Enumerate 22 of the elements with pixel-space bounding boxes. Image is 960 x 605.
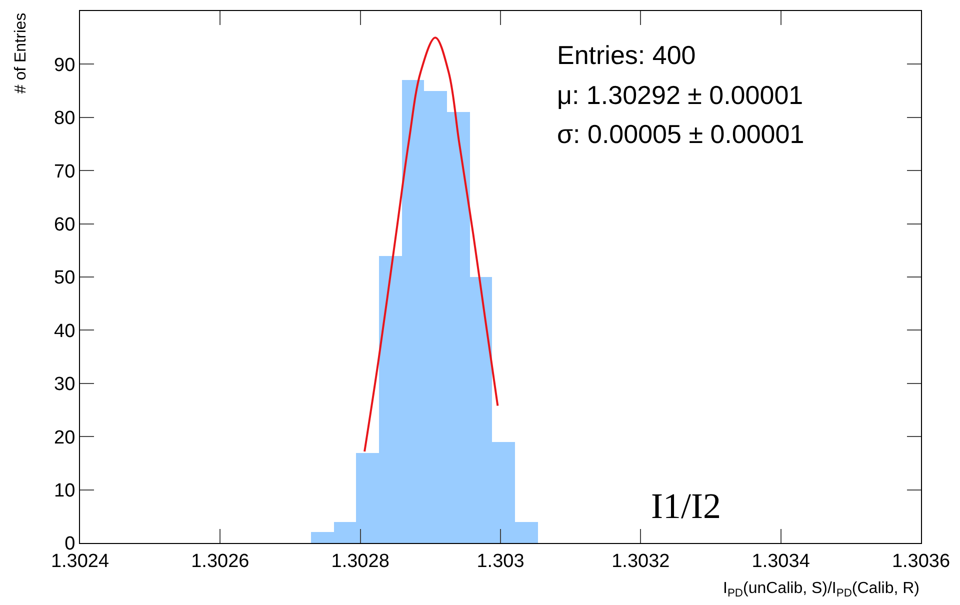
y-axis-title: # of Entries (12, 12, 30, 94)
annotation: σ: 0.00005 ± 0.00001 (557, 119, 804, 149)
line-series (364, 36, 499, 452)
x-tick-label: 1.3034 (752, 550, 810, 572)
annotation: I1/I2 (651, 486, 721, 526)
y-tick-label: 10 (54, 480, 76, 502)
y-tick-label: 40 (54, 320, 76, 342)
annotation: Entries: 400 (557, 40, 696, 70)
annotation: μ: 1.30292 ± 0.00001 (557, 80, 804, 110)
x-tick-label: 1.3032 (612, 550, 670, 572)
x-axis-title: I$_{PD}$(unCalib, S)/I$_{PD}$(Calib, R) (723, 580, 920, 600)
y-tick-label: 70 (54, 161, 76, 182)
y-tick-label: 20 (54, 427, 76, 448)
y-tick-label: 30 (54, 374, 76, 396)
y-tick-label: 60 (54, 214, 76, 236)
y-tick-label: 90 (54, 54, 76, 76)
x-tick-label: 1.3036 (892, 550, 950, 572)
x-tick-label: 1.3028 (331, 550, 390, 572)
x-tick-label: 1.303 (476, 550, 524, 572)
y-tick-label: 80 (54, 108, 76, 130)
y-tick-label: 50 (54, 268, 76, 289)
x-tick-label: 1.3026 (191, 550, 250, 572)
